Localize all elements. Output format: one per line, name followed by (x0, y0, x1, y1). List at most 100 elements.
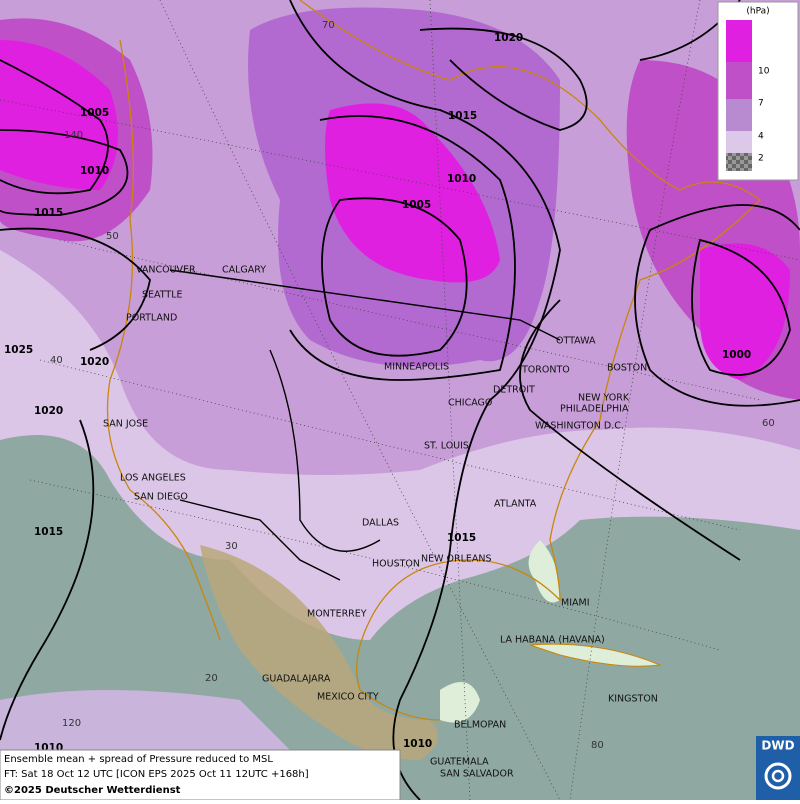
city-label: HOUSTON (372, 559, 420, 570)
city-label: GUADALAJARA (262, 674, 331, 685)
isobar-label: 1015 (34, 207, 63, 219)
isobar (519, 299, 741, 561)
legend: (hPa) 10 7 4 2 (717, 1, 799, 181)
city-label: VANCOUVER (136, 265, 196, 276)
graticule-label: 20 (205, 673, 218, 684)
coastline (106, 39, 221, 641)
border (179, 499, 341, 581)
footer-box (0, 749, 401, 801)
spread-2-4 (0, 690, 300, 760)
land-cuba (529, 643, 662, 667)
city-label: LOS ANGELES (120, 473, 186, 484)
border (169, 269, 561, 341)
city-label: ST. LOUIS (424, 441, 469, 452)
legend-swatch (726, 131, 752, 153)
isobar (0, 129, 129, 216)
city-label: SAN SALVADOR (440, 769, 514, 780)
isobar-label: 1005 (80, 107, 109, 119)
city-label: KINGSTON (608, 694, 658, 705)
logo-icon (771, 769, 785, 783)
city-label: BELMOPAN (454, 720, 506, 731)
spread-above-10 (325, 103, 500, 283)
isobar (0, 419, 95, 741)
isobar (0, 227, 151, 351)
graticule-label: 40 (50, 355, 63, 366)
city-label: MIAMI (561, 598, 590, 609)
graticule-label: 120 (62, 718, 81, 729)
land-yucatan (440, 682, 480, 723)
graticule-label: 30 (225, 541, 238, 552)
city-label: NEW YORK (578, 393, 630, 404)
isobar-label: 1020 (80, 356, 109, 368)
graticule-label: 50 (106, 231, 119, 242)
city-label: PHILADELPHIA (560, 404, 629, 415)
graticule-label: 70 (322, 20, 335, 31)
graticule-label: 80 (591, 740, 604, 751)
logo-icon (764, 762, 792, 790)
graticule (429, 0, 471, 801)
isobar-label: 1010 (403, 738, 432, 750)
legend-swatch (726, 62, 752, 99)
graticule (39, 359, 741, 531)
isobar (691, 238, 791, 376)
labels: VANCOUVER CALGARY SEATTLE PORTLAND MINNEAPOL… (4, 20, 775, 780)
city-label: MONTERREY (307, 609, 367, 620)
footer-line: FT: Sat 18 Oct 12 UTC [ICON EPS 2025 Oct… (4, 769, 309, 780)
isobar (419, 27, 588, 131)
isobar (634, 204, 800, 407)
river (269, 349, 381, 552)
legend-level: 10 (758, 67, 770, 77)
terrain (200, 545, 438, 760)
logo-text: DWD (761, 739, 794, 753)
city-label: BOSTON (607, 363, 647, 374)
city-label: ATLANTA (494, 499, 537, 510)
city-label: DETROIT (493, 385, 535, 396)
city-label: WASHINGTON D.C. (535, 421, 624, 432)
isobar (289, 115, 516, 381)
land-florida (528, 540, 560, 603)
graticule (0, 99, 800, 261)
city-label: NEW ORLEANS (421, 554, 492, 565)
city-label: SEATTLE (142, 290, 183, 301)
legend-swatch (726, 99, 752, 131)
footer-line: ©2025 Deutscher Wetterdienst (4, 785, 181, 796)
legend-swatch (726, 20, 752, 62)
legend-swatch (726, 153, 752, 171)
legend-level: 7 (758, 99, 764, 109)
graticule (569, 0, 701, 801)
isobar-label: 1025 (4, 344, 33, 356)
isobar (321, 197, 468, 357)
coastline (299, 0, 761, 721)
isobar-label: 1005 (402, 199, 431, 211)
city-label: MINNEAPOLIS (384, 362, 449, 373)
city-label: OTTAWA (556, 336, 596, 347)
legend-level: 2 (758, 154, 764, 164)
city-label: DALLAS (362, 518, 399, 529)
isobar-label: 1015 (34, 526, 63, 538)
legend-level: 4 (758, 132, 764, 142)
city-label: SAN DIEGO (134, 492, 188, 503)
footer-line: Ensemble mean + spread of Pressure reduc… (4, 754, 273, 765)
city-label: TORONTO (521, 365, 570, 376)
legend-unit: (hPa) (746, 7, 769, 17)
isobar-label: 1000 (722, 349, 751, 361)
city-label: CHICAGO (448, 398, 492, 409)
city-label: LA HABANA (HAVANA) (500, 635, 605, 646)
city-label: CALGARY (222, 265, 266, 276)
isobar-label: 1010 (447, 173, 476, 185)
city-label: MEXICO CITY (317, 692, 379, 703)
spread-below-2 (0, 435, 800, 800)
graticule-label: 60 (762, 418, 775, 429)
graticule-label: 140 (64, 130, 83, 141)
graticule (159, 0, 561, 801)
isobar-label: 1015 (448, 110, 477, 122)
isobar-label: 1010 (80, 165, 109, 177)
isobar-label: 1020 (34, 405, 63, 417)
isobar (289, 0, 561, 801)
city-label: PORTLAND (126, 313, 177, 324)
isobar-label: 1015 (447, 532, 476, 544)
spread-above-10 (0, 40, 118, 190)
isobar-label: 1020 (494, 32, 523, 44)
